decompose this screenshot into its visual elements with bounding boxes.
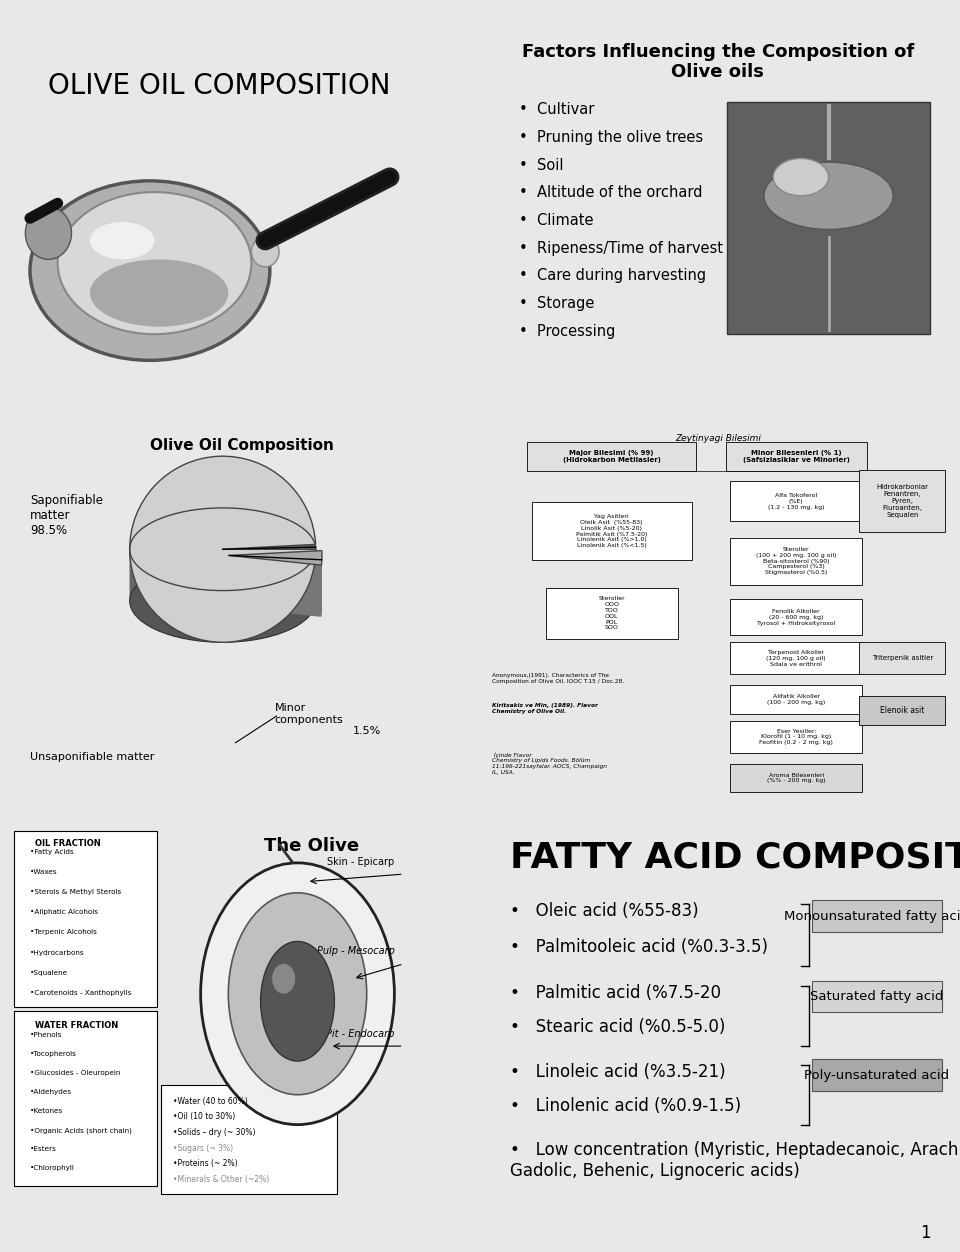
Text: •  Climate: • Climate bbox=[519, 213, 594, 228]
Text: •Water (40 to 60%): •Water (40 to 60%) bbox=[173, 1097, 248, 1106]
Ellipse shape bbox=[130, 560, 316, 642]
Text: •Fatty Acids: •Fatty Acids bbox=[30, 849, 74, 855]
FancyBboxPatch shape bbox=[546, 588, 678, 639]
FancyBboxPatch shape bbox=[527, 442, 696, 471]
Text: WATER FRACTION: WATER FRACTION bbox=[35, 1022, 118, 1030]
Text: Poly-unsaturated acid: Poly-unsaturated acid bbox=[804, 1069, 949, 1082]
Text: Fenolik Alkoller
(20 - 600 mg. kg)
Tyrosol + Hidroksityrosol: Fenolik Alkoller (20 - 600 mg. kg) Tyros… bbox=[757, 608, 835, 626]
Ellipse shape bbox=[130, 518, 316, 601]
Text: •Chlorophyll: •Chlorophyll bbox=[30, 1166, 75, 1172]
Wedge shape bbox=[228, 591, 322, 601]
Text: Hidrokarbonlar
Fenantren,
Pyren,
Fluroanten,
Sequalen: Hidrokarbonlar Fenantren, Pyren, Fluroan… bbox=[876, 485, 928, 518]
Wedge shape bbox=[228, 575, 322, 585]
Ellipse shape bbox=[90, 222, 155, 259]
FancyBboxPatch shape bbox=[859, 471, 946, 532]
FancyBboxPatch shape bbox=[727, 103, 930, 334]
Text: •Aldehydes: •Aldehydes bbox=[30, 1089, 72, 1096]
Ellipse shape bbox=[130, 532, 316, 615]
FancyBboxPatch shape bbox=[731, 600, 862, 635]
Text: Triterpenik asitler: Triterpenik asitler bbox=[872, 655, 933, 661]
Wedge shape bbox=[228, 593, 322, 603]
FancyBboxPatch shape bbox=[812, 980, 942, 1013]
FancyBboxPatch shape bbox=[731, 764, 862, 793]
Text: •   Stearic acid (%0.5-5.0): • Stearic acid (%0.5-5.0) bbox=[511, 1018, 726, 1037]
Text: Elenoik asit: Elenoik asit bbox=[880, 706, 924, 715]
Ellipse shape bbox=[58, 192, 252, 334]
Ellipse shape bbox=[201, 863, 395, 1124]
Text: •   Oleic acid (%55-83): • Oleic acid (%55-83) bbox=[511, 903, 699, 920]
FancyBboxPatch shape bbox=[731, 685, 862, 714]
Ellipse shape bbox=[130, 508, 316, 591]
Text: •Squalene: •Squalene bbox=[30, 970, 68, 975]
Text: 1: 1 bbox=[921, 1224, 931, 1242]
Text: Kiritsakis ve Min, (1989). Flavor
Chemistry of Olive Oil.: Kiritsakis ve Min, (1989). Flavor Chemis… bbox=[492, 704, 598, 714]
Text: Steroller
OOO
TOO
OOL
POL
SOO: Steroller OOO TOO OOL POL SOO bbox=[598, 596, 625, 631]
Ellipse shape bbox=[130, 511, 316, 593]
Ellipse shape bbox=[130, 557, 316, 640]
Text: •Sterols & Methyl Sterols: •Sterols & Methyl Sterols bbox=[30, 889, 121, 895]
Ellipse shape bbox=[130, 548, 316, 631]
Ellipse shape bbox=[260, 942, 334, 1060]
Text: The Olive: The Olive bbox=[264, 836, 359, 855]
Wedge shape bbox=[228, 558, 322, 568]
Wedge shape bbox=[228, 556, 322, 565]
Text: •   Linolenic acid (%0.9-1.5): • Linolenic acid (%0.9-1.5) bbox=[511, 1097, 741, 1114]
Text: •Organic Acids (short chain): •Organic Acids (short chain) bbox=[30, 1127, 132, 1134]
Text: OIL FRACTION: OIL FRACTION bbox=[35, 839, 101, 848]
FancyBboxPatch shape bbox=[13, 831, 156, 1007]
Wedge shape bbox=[228, 586, 322, 595]
FancyBboxPatch shape bbox=[812, 900, 942, 931]
Text: •Carotenoids - Xanthophylls: •Carotenoids - Xanthophylls bbox=[30, 990, 132, 997]
Text: •   Low concentration (Myristic, Heptadecanoic, Arachidic,
Gadolic, Behenic, Lig: • Low concentration (Myristic, Heptadeca… bbox=[511, 1142, 960, 1181]
FancyBboxPatch shape bbox=[731, 482, 862, 521]
Wedge shape bbox=[228, 572, 322, 581]
Text: Minor Bilesenleri (% 1)
(Safsizlasiklar ve Minorler): Minor Bilesenleri (% 1) (Safsizlasiklar … bbox=[743, 449, 850, 463]
Ellipse shape bbox=[773, 159, 828, 195]
Text: Major components: Major components bbox=[187, 508, 309, 522]
FancyBboxPatch shape bbox=[731, 642, 862, 675]
Text: Aroma Bilesenleri
(%% - 200 mg. kg): Aroma Bilesenleri (%% - 200 mg. kg) bbox=[767, 772, 826, 784]
FancyBboxPatch shape bbox=[726, 442, 867, 471]
Ellipse shape bbox=[130, 530, 316, 612]
FancyBboxPatch shape bbox=[161, 1085, 337, 1194]
Text: •Terpenic Alcohols: •Terpenic Alcohols bbox=[30, 929, 97, 935]
Ellipse shape bbox=[130, 543, 316, 626]
Text: •   Palmitic acid (%7.5-20: • Palmitic acid (%7.5-20 bbox=[511, 984, 721, 1003]
Text: Major Bilesimi (% 99)
(Hidrokarbon Metilasler): Major Bilesimi (% 99) (Hidrokarbon Metil… bbox=[563, 449, 660, 463]
Ellipse shape bbox=[130, 527, 316, 610]
Wedge shape bbox=[228, 570, 322, 578]
Text: •  Cultivar: • Cultivar bbox=[519, 103, 595, 118]
Text: Saturated fatty acid: Saturated fatty acid bbox=[810, 990, 944, 1003]
Text: Olive Oil Composition: Olive Oil Composition bbox=[150, 438, 334, 453]
Text: •Ketones: •Ketones bbox=[30, 1108, 63, 1114]
Wedge shape bbox=[228, 566, 322, 576]
Wedge shape bbox=[228, 551, 322, 565]
Text: Alfa Tokoferol
(%E)
(1.2 - 130 mg. kg): Alfa Tokoferol (%E) (1.2 - 130 mg. kg) bbox=[768, 493, 825, 510]
Ellipse shape bbox=[130, 541, 316, 623]
Text: FATTY ACID COMPOSITION: FATTY ACID COMPOSITION bbox=[511, 840, 960, 874]
FancyBboxPatch shape bbox=[532, 502, 691, 561]
Text: •Proteins (~ 2%): •Proteins (~ 2%) bbox=[173, 1159, 237, 1168]
Ellipse shape bbox=[130, 522, 316, 605]
Wedge shape bbox=[130, 456, 316, 642]
Text: Pulp - Mesocarp: Pulp - Mesocarp bbox=[317, 947, 395, 957]
Wedge shape bbox=[228, 596, 322, 606]
Text: Monounsaturated fatty acid: Monounsaturated fatty acid bbox=[784, 910, 960, 923]
Ellipse shape bbox=[130, 555, 316, 637]
FancyBboxPatch shape bbox=[731, 721, 862, 752]
Wedge shape bbox=[228, 580, 322, 590]
Ellipse shape bbox=[130, 525, 316, 607]
Text: Zeytinyagi Bilesimi: Zeytinyagi Bilesimi bbox=[675, 434, 760, 443]
Text: Factors Influencing the Composition of
Olive oils: Factors Influencing the Composition of O… bbox=[521, 43, 914, 81]
Wedge shape bbox=[228, 607, 322, 617]
Ellipse shape bbox=[130, 560, 316, 642]
Wedge shape bbox=[228, 588, 322, 597]
Text: •  Storage: • Storage bbox=[519, 295, 595, 310]
Text: OLIVE OIL COMPOSITION: OLIVE OIL COMPOSITION bbox=[48, 73, 391, 100]
Text: Saponifiable
matter
98.5%: Saponifiable matter 98.5% bbox=[30, 493, 103, 537]
Ellipse shape bbox=[764, 163, 893, 229]
Text: •Oil (10 to 30%): •Oil (10 to 30%) bbox=[173, 1112, 235, 1122]
Ellipse shape bbox=[130, 513, 316, 596]
Text: Yag Asitleri
Oleik Asit  (%55-83)
Linolik Asit (%5-20)
Palmitik Asit (%7.5-20)
L: Yag Asitleri Oleik Asit (%55-83) Linolik… bbox=[576, 515, 647, 548]
Text: •Glucosides - Oleuropein: •Glucosides - Oleuropein bbox=[30, 1070, 120, 1075]
